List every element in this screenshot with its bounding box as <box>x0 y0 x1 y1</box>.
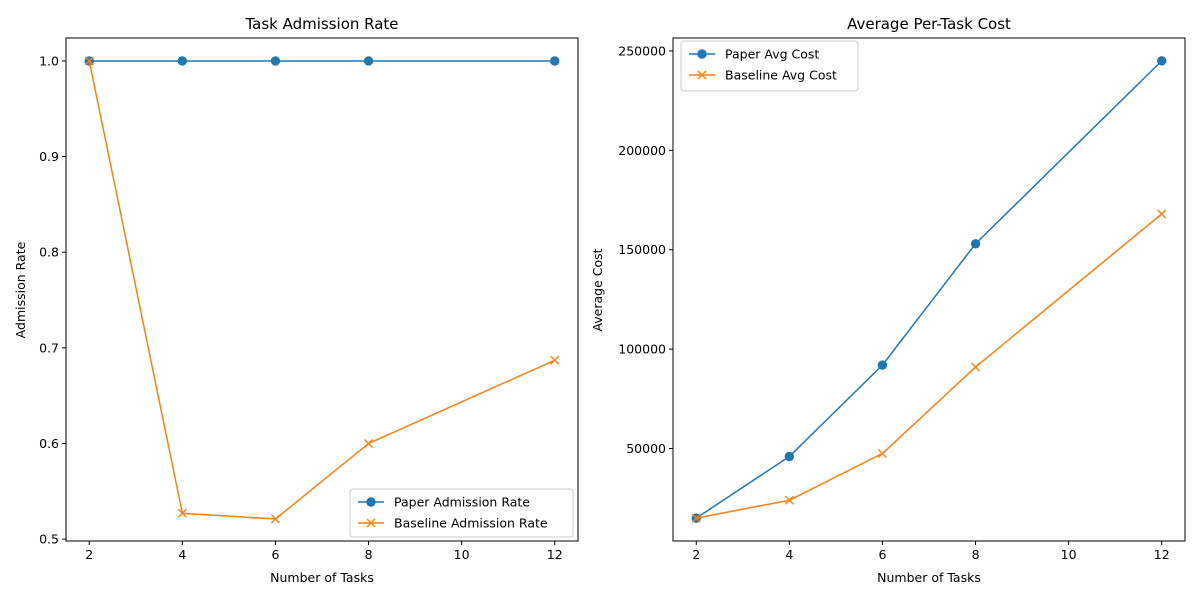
axis-ticks: 2 4 6 8 10 12 50000 100000 150000 200000 250000 <box>618 43 1169 562</box>
legend-entry: Paper Avg Cost <box>689 47 819 62</box>
y-axis-label: Average Cost <box>590 248 605 331</box>
data-point <box>970 239 981 249</box>
data-point <box>364 438 374 448</box>
y-tick-label: 0.8 <box>39 245 59 260</box>
legend-marker <box>366 497 376 507</box>
y-tick-label: 0.6 <box>39 436 59 451</box>
chart-admission-rate: Task Admission Rate Number of Tasks Admi… <box>13 15 579 585</box>
axis-ticks: 2 4 6 8 10 12 0.5 0.6 0.7 0.8 0.9 1.0 <box>39 53 563 562</box>
y-tick-label: 100000 <box>618 342 666 357</box>
y-tick-label: 50000 <box>626 441 666 456</box>
x-tick-label: 10 <box>1061 547 1077 562</box>
series-line-2 <box>88 60 556 520</box>
data-point <box>270 514 280 524</box>
x-tick-label: 4 <box>178 547 186 562</box>
y-tick-label: 1.0 <box>39 53 59 68</box>
x-tick-label: 4 <box>785 547 793 562</box>
data-point <box>363 56 374 66</box>
x-tick-label: 8 <box>972 547 980 562</box>
x-tick-label: 8 <box>365 547 373 562</box>
x-tick-label: 12 <box>547 547 563 562</box>
data-point <box>877 449 887 459</box>
chart-title: Average Per-Task Cost <box>847 15 1011 33</box>
legend-entry: Baseline Admission Rate <box>358 516 548 531</box>
data-point <box>784 451 795 462</box>
legend-label: Paper Avg Cost <box>725 47 819 62</box>
x-tick-label: 10 <box>454 547 470 562</box>
y-tick-label: 0.5 <box>39 532 59 547</box>
data-point <box>971 362 981 372</box>
legend-box <box>680 40 859 92</box>
data-point <box>270 56 281 66</box>
data-point <box>691 513 701 523</box>
chart-title: Task Admission Rate <box>244 15 398 33</box>
plot-frame <box>65 37 579 542</box>
y-tick-label: 0.9 <box>39 149 59 164</box>
x-tick-label: 2 <box>692 547 700 562</box>
data-point <box>550 56 560 66</box>
y-tick-label: 150000 <box>618 242 666 257</box>
x-axis-label: Number of Tasks <box>877 570 981 585</box>
legend-entry: Paper Admission Rate <box>358 495 530 510</box>
data-point <box>550 355 560 365</box>
y-axis-label: Admission Rate <box>13 241 28 338</box>
data-point <box>1157 56 1167 66</box>
data-point <box>177 508 187 518</box>
x-tick-label: 12 <box>1154 547 1170 562</box>
chart-average-cost: Average Per-Task Cost Number of Tasks Av… <box>590 15 1186 585</box>
y-tick-label: 200000 <box>618 143 666 158</box>
chart-marks <box>691 56 1167 523</box>
legend: Paper Admission Rate Baseline Admission R… <box>349 488 574 538</box>
x-tick-label: 6 <box>271 547 279 562</box>
y-tick-label: 250000 <box>618 43 666 58</box>
data-point <box>784 495 794 505</box>
legend: Paper Avg Cost Baseline Avg Cost <box>680 40 859 92</box>
chart-marks <box>84 56 560 524</box>
legend-label: Baseline Avg Cost <box>725 68 837 83</box>
legend-box <box>349 488 574 538</box>
x-tick-label: 2 <box>85 547 93 562</box>
legend-marker <box>366 518 376 528</box>
legend-marker <box>697 70 707 80</box>
plot-frame <box>672 37 1186 542</box>
x-tick-label: 6 <box>878 547 886 562</box>
data-point <box>877 360 888 370</box>
legend-label: Baseline Admission Rate <box>394 516 548 531</box>
series-line-1 <box>695 60 1163 519</box>
y-tick-label: 0.7 <box>39 340 59 355</box>
data-point <box>1157 209 1167 219</box>
legend-entry: Baseline Avg Cost <box>689 68 837 83</box>
data-point <box>84 56 94 66</box>
data-point <box>177 56 188 66</box>
legend-marker <box>697 49 707 59</box>
x-axis-label: Number of Tasks <box>270 570 374 585</box>
legend-label: Paper Admission Rate <box>394 495 530 510</box>
